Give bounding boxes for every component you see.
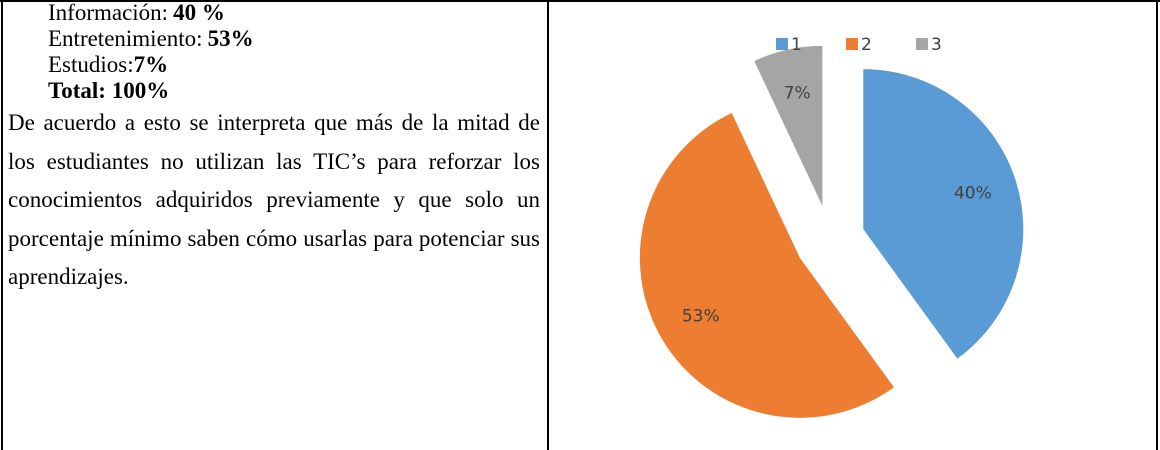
summary-item: Entretenimiento: 53%	[48, 26, 540, 52]
summary: Información: 40 % Entretenimiento: 53% Estud…	[8, 0, 540, 104]
summary-item: Estudios:7%	[48, 52, 540, 78]
data-label: 40%	[954, 184, 992, 204]
data-label: 7%	[784, 83, 811, 103]
legend-label: 1	[791, 35, 802, 55]
item-value: 40 %	[173, 0, 225, 25]
item-label: Información:	[48, 0, 169, 25]
table-border-right	[1156, 0, 1158, 450]
legend-swatch	[846, 38, 858, 50]
item-label: Entretenimiento:	[48, 26, 203, 51]
legend-swatch	[916, 38, 928, 50]
table-border-left	[1, 0, 3, 450]
text-cell: Información: 40 % Entretenimiento: 53% Estud…	[8, 0, 540, 297]
legend-label: 2	[861, 35, 872, 55]
item-value: 7%	[133, 52, 169, 77]
pie-slice	[639, 113, 894, 418]
paragraph: De acuerdo a esto se interpreta que más …	[8, 110, 540, 289]
summary-total: Total: 100%	[48, 78, 170, 103]
pie-slice	[754, 45, 823, 206]
item-label: Estudios:	[48, 52, 134, 77]
table-border-middle	[547, 0, 549, 450]
legend-label: 3	[931, 35, 942, 55]
data-label: 53%	[682, 306, 720, 326]
item-value: 53%	[207, 26, 254, 51]
table-border-top	[0, 0, 1160, 2]
pie-slice	[863, 69, 1024, 359]
legend-swatch	[776, 38, 788, 50]
summary-item: Información: 40 %	[48, 0, 540, 26]
